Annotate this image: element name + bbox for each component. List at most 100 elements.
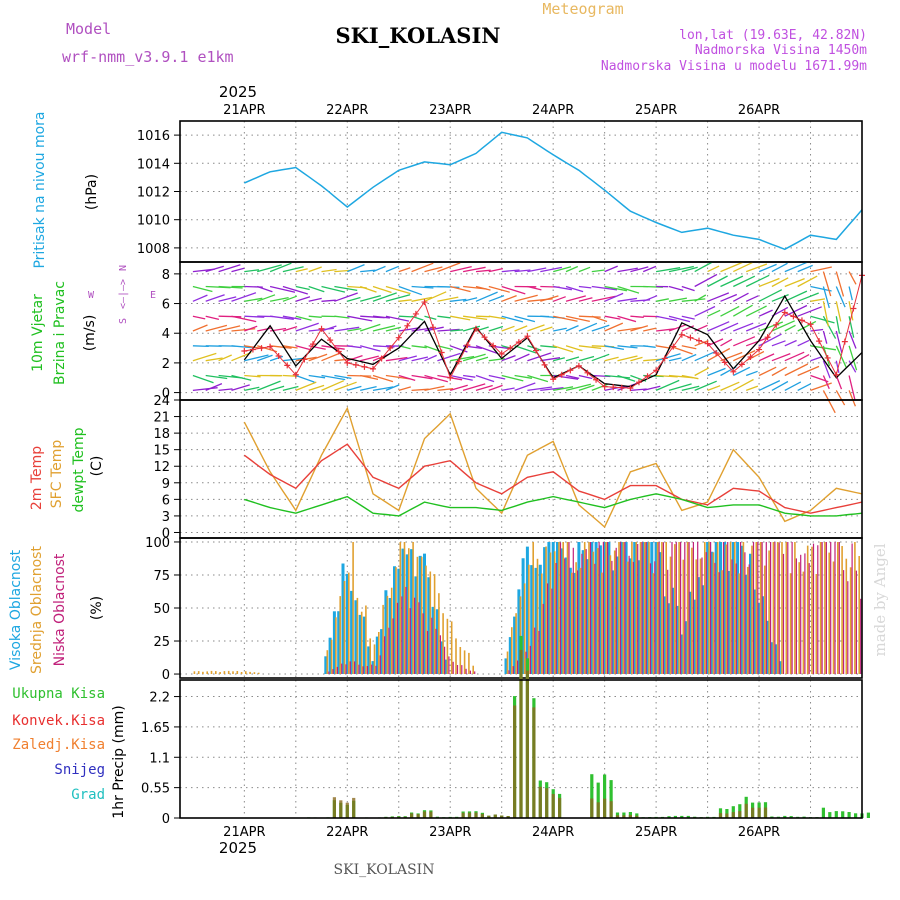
wind-barb xyxy=(797,264,813,273)
temp-ytick-label-8: 24 xyxy=(153,394,170,409)
wind-barb xyxy=(848,375,856,400)
cloud-ytick-label-1: 25 xyxy=(153,635,170,650)
wind-barb xyxy=(450,315,471,321)
wind-barb xyxy=(192,387,218,392)
wind-barb xyxy=(360,355,379,362)
wind-barb xyxy=(540,345,557,348)
wind-barb xyxy=(527,374,549,383)
wind-barb xyxy=(463,374,476,378)
wind-barb xyxy=(694,350,718,362)
wind-barb xyxy=(656,374,678,378)
wind-barb xyxy=(295,285,310,291)
wind-barb xyxy=(643,385,661,392)
wind-barb xyxy=(553,386,574,392)
wind-barb xyxy=(308,315,322,318)
wind-barb xyxy=(642,295,658,302)
wind-barb xyxy=(269,285,296,293)
wind-barb xyxy=(244,325,258,332)
wind-gust-marker xyxy=(558,371,565,378)
wind-barb xyxy=(308,353,328,362)
wind-barb xyxy=(681,266,698,273)
wind-barb xyxy=(424,374,448,383)
wind-barb xyxy=(822,301,830,327)
precip-convective-bar xyxy=(757,807,761,818)
wind-barb xyxy=(732,292,749,302)
wind-barb xyxy=(758,263,777,273)
wind-barb xyxy=(256,380,281,392)
wind-barb xyxy=(501,269,520,273)
pressure-line xyxy=(244,131,863,251)
wind-barb xyxy=(295,315,312,321)
wind-barb xyxy=(372,386,394,392)
wind-barb xyxy=(282,285,308,295)
wind-barb xyxy=(398,267,411,273)
wind-barb xyxy=(565,356,580,362)
wind-barb xyxy=(270,315,294,320)
wind-barb xyxy=(527,267,547,273)
wind-gust-marker xyxy=(464,342,471,349)
model-label: Model xyxy=(66,20,111,38)
wind-barb xyxy=(372,353,389,362)
wind-barb xyxy=(205,324,228,332)
bottom-year-label: 2025 xyxy=(219,839,257,857)
wind-barb xyxy=(231,345,255,349)
wind-gust-marker xyxy=(764,334,771,341)
precip-total-bar xyxy=(686,815,690,818)
wind-barb xyxy=(694,339,709,347)
pressure-ytick-label-4: 1016 xyxy=(137,129,170,144)
wind-gust-marker xyxy=(635,379,642,386)
wind-gust-marker xyxy=(541,361,548,368)
wind-barb xyxy=(707,385,721,392)
wind-barb xyxy=(360,345,381,352)
bottom-date-labels: 21APR 22APR 23APR 24APR 25APR 26APR xyxy=(223,825,780,840)
wind-gust-marker xyxy=(352,361,359,368)
wind-barb xyxy=(822,315,837,339)
wind-barb xyxy=(514,345,537,354)
wind-barb xyxy=(347,296,361,302)
precip-convective-bar xyxy=(493,814,497,818)
wind-barb xyxy=(784,261,808,273)
wind-barb xyxy=(822,330,828,344)
wind-barb xyxy=(758,353,775,362)
wind-gust-marker xyxy=(678,331,685,338)
precip-convective-bar xyxy=(332,797,336,818)
precip-convective-bar xyxy=(738,811,742,818)
wind-barb xyxy=(681,285,695,292)
wind-barb xyxy=(269,296,289,302)
wind-barb xyxy=(398,355,417,362)
wind-barb xyxy=(617,355,638,362)
wind-barb xyxy=(668,357,682,362)
precip-convective-bar xyxy=(615,815,620,818)
wind-barb xyxy=(758,321,784,332)
wind-barb xyxy=(848,390,857,407)
wind-barb xyxy=(758,309,773,317)
wind-barb xyxy=(347,385,362,392)
wind-barb xyxy=(617,297,638,302)
wind-gust-marker xyxy=(309,341,316,348)
wind-barb xyxy=(552,296,566,302)
wind-barb xyxy=(694,273,718,288)
wind-barb xyxy=(553,327,567,332)
cloud-ylabel-high: Visoka Oblacnost xyxy=(8,549,24,670)
wind-barb xyxy=(372,374,394,383)
wind-barb xyxy=(527,386,553,392)
wind-barb xyxy=(450,265,472,273)
wind-barb xyxy=(784,381,802,391)
bottom-date-label: 26APR xyxy=(738,825,780,840)
precip-convective-bar xyxy=(474,812,478,818)
wind-barb xyxy=(745,305,767,317)
wind-barb xyxy=(424,385,445,392)
wind-barb xyxy=(218,285,243,289)
wind-gust-marker xyxy=(610,384,617,391)
wind-barb xyxy=(334,292,358,302)
precip-ylabel: 1hr Precip (mm) xyxy=(111,705,127,818)
wind-barb xyxy=(835,286,846,308)
wind-barb xyxy=(321,285,346,293)
wind-barb xyxy=(231,267,245,273)
legend-freezing-rain: Zaledj.Kisa xyxy=(12,737,105,753)
precip-convective-bar xyxy=(635,815,639,818)
wind-compass: N S <—|—> W E xyxy=(88,265,156,324)
wind-barb xyxy=(501,315,524,323)
wind-barb xyxy=(501,325,515,332)
wind-gust-marker xyxy=(533,347,540,354)
